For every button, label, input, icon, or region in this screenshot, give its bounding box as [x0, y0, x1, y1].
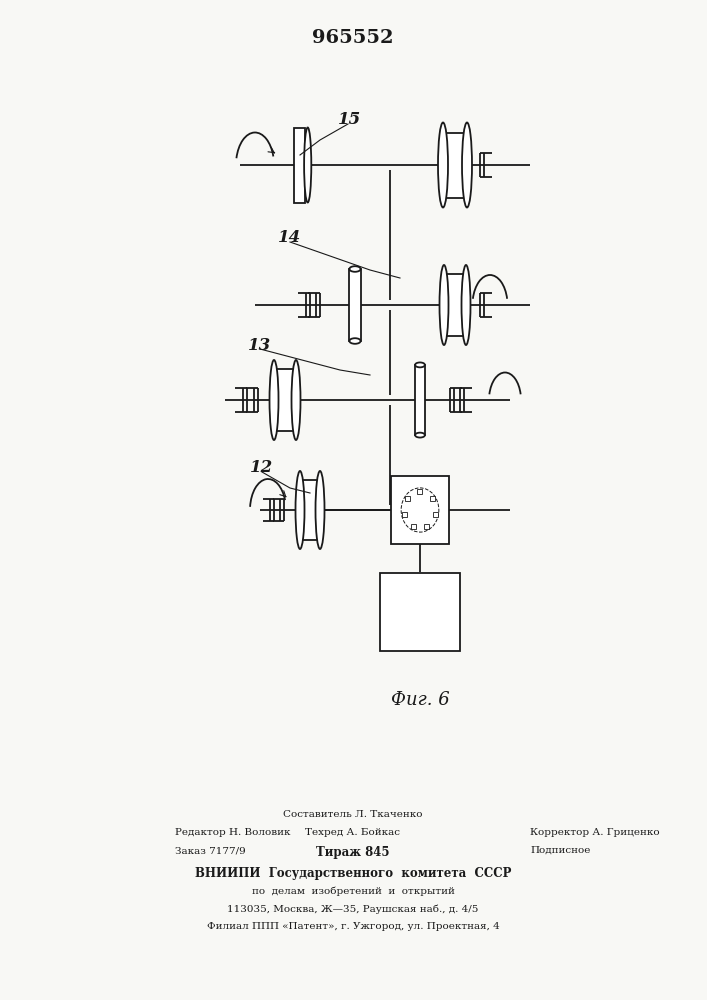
Bar [411, 524, 416, 529]
Bar [274, 369, 296, 431]
Ellipse shape [401, 488, 439, 532]
Ellipse shape [349, 338, 361, 344]
Bar [391, 476, 449, 544]
Ellipse shape [440, 265, 448, 345]
Ellipse shape [291, 360, 300, 440]
Text: ВНИИПИ  Государственного  комитета  СССР: ВНИИПИ Государственного комитета СССР [195, 867, 511, 880]
Ellipse shape [269, 360, 279, 440]
Bar [433, 512, 438, 517]
Ellipse shape [438, 122, 448, 208]
Bar [443, 132, 467, 198]
Ellipse shape [462, 122, 472, 208]
Bar [294, 127, 305, 202]
Text: 15: 15 [338, 111, 361, 128]
Text: Редактор Н. Воловик: Редактор Н. Воловик [175, 828, 291, 837]
Text: Подписное: Подписное [530, 846, 590, 855]
Bar [430, 496, 435, 501]
Text: 113035, Москва, Ж—35, Раушская наб., д. 4/5: 113035, Москва, Ж—35, Раушская наб., д. … [228, 904, 479, 914]
Bar [349, 269, 361, 341]
Text: 965552: 965552 [312, 29, 394, 47]
Text: Филиал ППП «Патент», г. Ужгород, ул. Проектная, 4: Филиал ППП «Патент», г. Ужгород, ул. Про… [206, 922, 499, 931]
Ellipse shape [315, 471, 325, 549]
Bar [402, 512, 407, 517]
Text: по  делам  изобретений  и  открытий: по делам изобретений и открытий [252, 886, 455, 896]
Text: 12: 12 [250, 460, 273, 477]
Ellipse shape [304, 127, 311, 202]
Bar [405, 496, 410, 501]
Text: Фиг. 6: Фиг. 6 [391, 691, 450, 709]
Text: Техред А. Бойкас: Техред А. Бойкас [305, 828, 400, 837]
Ellipse shape [462, 265, 470, 345]
Text: 14: 14 [278, 230, 301, 246]
Text: 13: 13 [248, 336, 271, 354]
Text: Корректор А. Гриценко: Корректор А. Гриценко [530, 828, 660, 837]
Ellipse shape [415, 362, 425, 367]
Bar [444, 274, 466, 336]
Ellipse shape [349, 266, 361, 272]
Ellipse shape [415, 433, 425, 438]
Bar [424, 524, 429, 529]
Bar [380, 573, 460, 651]
Ellipse shape [296, 471, 305, 549]
Bar [300, 480, 320, 540]
Text: Составитель Л. Ткаченко: Составитель Л. Ткаченко [284, 810, 423, 819]
Bar [418, 489, 423, 494]
Text: Тираж 845: Тираж 845 [316, 846, 390, 859]
Text: Заказ 7177/9: Заказ 7177/9 [175, 846, 246, 855]
Bar [415, 365, 425, 435]
